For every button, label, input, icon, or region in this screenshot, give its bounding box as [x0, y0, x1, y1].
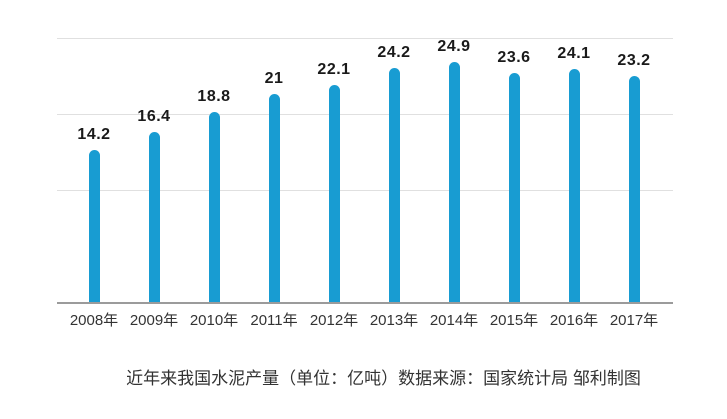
x-axis-tick-label: 2010年	[189, 312, 239, 329]
x-axis-tick-label: 2012年	[309, 312, 359, 329]
bar-value-label: 22.1	[317, 61, 351, 78]
x-axis-tick-label: 2009年	[129, 312, 179, 329]
x-axis-tick-label: 2011年	[250, 312, 298, 329]
bar-2008年	[88, 150, 100, 303]
bar-value-label: 21	[264, 70, 284, 87]
bar-2013年	[388, 68, 400, 303]
chart-caption: 近年来我国水泥产量（单位：亿吨）数据来源：国家统计局 邹利制图	[126, 369, 641, 388]
bar-2017年	[628, 76, 640, 303]
bar-2011年	[268, 94, 280, 303]
gridline	[57, 38, 673, 39]
bar-2009年	[148, 132, 160, 303]
gridline	[57, 114, 673, 115]
bar-value-label: 24.9	[437, 38, 471, 55]
bar-value-label: 23.6	[497, 49, 531, 66]
bar-value-label: 14.2	[77, 126, 111, 143]
gridline	[57, 190, 673, 191]
x-axis-tick-label: 2008年	[69, 312, 119, 329]
x-axis-tick-label: 2014年	[429, 312, 479, 329]
x-axis-tick-label: 2017年	[609, 312, 659, 329]
bar-value-label: 24.2	[377, 44, 411, 61]
x-axis-line	[57, 302, 673, 304]
x-axis-tick-label: 2013年	[369, 312, 419, 329]
bar-value-label: 18.8	[197, 88, 231, 105]
bar-2016年	[568, 69, 580, 303]
bar-value-label: 16.4	[137, 108, 171, 125]
bar-value-label: 24.1	[557, 45, 591, 62]
bar-2010年	[208, 112, 220, 303]
bar-2012年	[328, 85, 340, 303]
x-axis-tick-label: 2015年	[489, 312, 539, 329]
bar-2015年	[508, 73, 520, 303]
x-axis-tick-label: 2016年	[549, 312, 599, 329]
bar-2014年	[448, 62, 460, 303]
bar-value-label: 23.2	[617, 52, 651, 69]
